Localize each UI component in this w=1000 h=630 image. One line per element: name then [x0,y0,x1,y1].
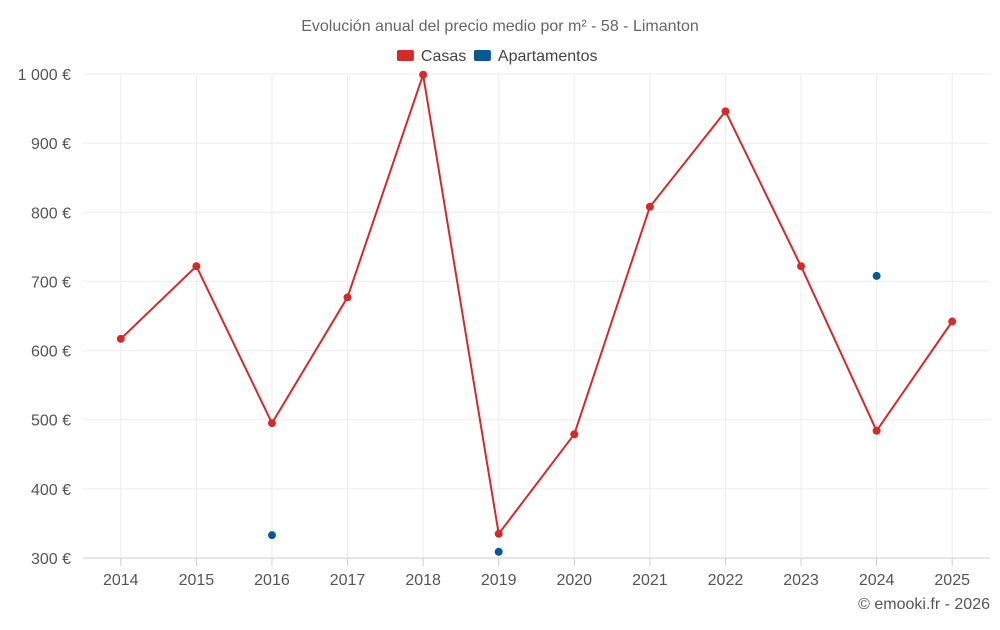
data-point-casas[interactable] [192,262,201,271]
data-point-apartamentos[interactable] [494,547,503,556]
x-tick-label: 2014 [103,572,139,589]
x-tick-label: 2017 [330,572,366,589]
y-tick-label: 400 € [31,482,71,499]
legend-label: Casas [421,48,466,65]
data-point-casas[interactable] [494,529,503,538]
data-point-casas[interactable] [645,202,654,211]
y-tick-label: 600 € [31,344,71,361]
data-point-casas[interactable] [797,262,806,271]
grid [83,73,990,559]
x-tick-label: 2024 [859,572,895,589]
y-tick-label: 800 € [31,205,71,222]
data-point-casas[interactable] [419,70,428,79]
y-tick-label: 900 € [31,136,71,153]
copyright-footer: © emooki.fr - 2026 [858,596,990,613]
legend-swatch [396,50,414,61]
series-apartamentos [267,271,881,556]
legend-swatch [473,50,491,61]
x-tick-label: 2022 [708,572,744,589]
data-point-casas[interactable] [721,107,730,116]
x-tick-label: 2016 [254,572,290,589]
legend-item-casas[interactable]: Casas [396,48,466,65]
data-point-casas[interactable] [948,317,957,326]
x-tick-label: 2025 [934,572,970,589]
legend-label: Apartamentos [498,48,598,65]
y-tick-label: 500 € [31,413,71,430]
x-axis: 2014 2015 2016 2017 2018 2019 2020 2021 2022 2023… [103,558,970,589]
y-tick-label: 1 000 € [18,67,71,84]
data-point-casas[interactable] [116,334,125,343]
series-casas [116,70,957,538]
data-point-apartamentos[interactable] [267,531,276,540]
y-tick-label: 700 € [31,274,71,291]
legend-item-apartamentos[interactable]: Apartamentos [473,48,598,65]
series-layer [116,70,957,556]
data-point-casas[interactable] [343,293,352,302]
x-tick-label: 2023 [783,572,819,589]
data-point-casas[interactable] [872,426,881,435]
y-axis: 300 € 400 € 500 € 600 € 700 € 800 € 900 € 1 000… [18,67,71,568]
x-tick-label: 2018 [405,572,441,589]
x-tick-label: 2019 [481,572,517,589]
data-point-casas[interactable] [267,419,276,428]
chart-title: Evolución anual del precio medio por m² … [301,18,699,35]
y-tick-label: 300 € [31,551,71,568]
series-line-casas [120,74,954,537]
data-point-apartamentos[interactable] [872,271,881,280]
legend: Casas Apartamentos [396,48,598,65]
x-tick-label: 2015 [179,572,215,589]
data-point-casas[interactable] [570,430,579,439]
x-tick-label: 2020 [556,572,592,589]
x-tick-label: 2021 [632,572,668,589]
